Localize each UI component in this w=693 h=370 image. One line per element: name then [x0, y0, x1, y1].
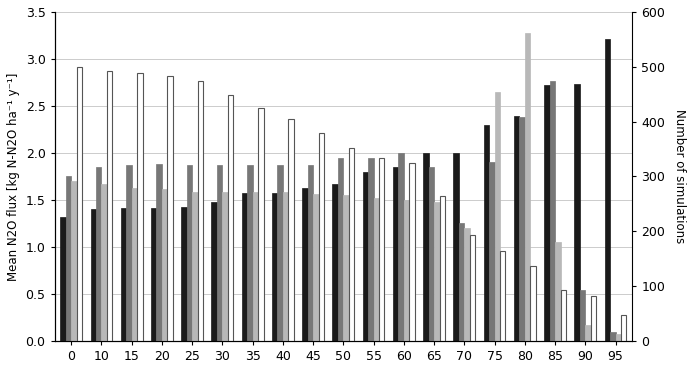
Bar	[544, 85, 550, 341]
Bar	[157, 164, 162, 341]
Bar	[429, 167, 434, 341]
Bar	[313, 194, 319, 341]
Bar	[101, 184, 107, 341]
Bar	[404, 200, 410, 341]
Bar	[121, 208, 126, 341]
Bar	[308, 165, 313, 341]
Bar	[368, 158, 374, 341]
Bar	[222, 192, 228, 341]
Bar	[126, 165, 132, 341]
Bar	[621, 315, 626, 341]
Bar	[258, 108, 263, 341]
Bar	[211, 202, 217, 341]
Bar	[247, 165, 253, 341]
Bar	[198, 81, 203, 341]
Bar	[132, 188, 137, 341]
Bar	[410, 163, 414, 341]
Bar	[333, 184, 338, 341]
Bar	[151, 208, 157, 341]
Bar	[470, 235, 475, 341]
Bar	[393, 167, 398, 341]
Bar	[550, 81, 555, 341]
Bar	[302, 188, 308, 341]
Bar	[610, 332, 615, 341]
Bar	[253, 192, 258, 341]
Bar	[338, 158, 343, 341]
Bar	[530, 266, 536, 341]
Bar	[77, 67, 82, 341]
Bar	[71, 181, 77, 341]
Bar	[574, 84, 580, 341]
Bar	[349, 148, 354, 341]
Bar	[343, 195, 349, 341]
Bar	[525, 33, 530, 341]
Bar	[423, 153, 429, 341]
Bar	[379, 158, 385, 341]
Bar	[137, 73, 143, 341]
Bar	[272, 194, 277, 341]
Bar	[495, 92, 500, 341]
Y-axis label: Mean N2O flux [kg N-N2O ha⁻¹ y⁻¹]: Mean N2O flux [kg N-N2O ha⁻¹ y⁻¹]	[7, 72, 20, 281]
Bar	[398, 153, 404, 341]
Bar	[362, 172, 368, 341]
Bar	[590, 296, 596, 341]
Bar	[283, 192, 288, 341]
Bar	[580, 290, 586, 341]
Bar	[514, 116, 519, 341]
Bar	[489, 162, 495, 341]
Bar	[439, 196, 445, 341]
Bar	[192, 192, 198, 341]
Bar	[453, 153, 459, 341]
Bar	[459, 223, 464, 341]
Bar	[605, 39, 610, 341]
Bar	[228, 95, 234, 341]
Bar	[277, 165, 283, 341]
Y-axis label: Number of simulations: Number of simulations	[673, 110, 686, 243]
Bar	[167, 76, 173, 341]
Bar	[319, 132, 324, 341]
Bar	[186, 165, 192, 341]
Bar	[162, 189, 167, 341]
Bar	[519, 117, 525, 341]
Bar	[288, 119, 294, 341]
Bar	[60, 217, 66, 341]
Bar	[96, 167, 101, 341]
Bar	[464, 228, 470, 341]
Bar	[242, 194, 247, 341]
Bar	[484, 125, 489, 341]
Bar	[217, 165, 222, 341]
Bar	[107, 71, 112, 341]
Bar	[66, 176, 71, 341]
Bar	[434, 202, 439, 341]
Bar	[615, 333, 621, 341]
Bar	[91, 209, 96, 341]
Bar	[561, 290, 566, 341]
Bar	[374, 198, 379, 341]
Bar	[182, 206, 186, 341]
Bar	[555, 242, 561, 341]
Bar	[586, 325, 590, 341]
Bar	[500, 250, 505, 341]
